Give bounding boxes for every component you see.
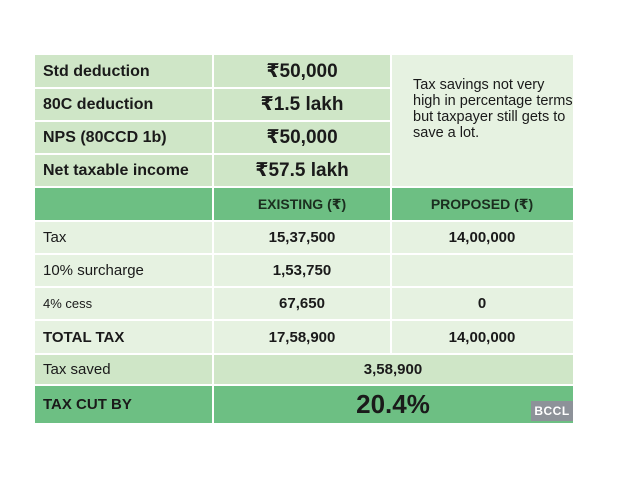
- column-divider-2-top: [390, 55, 392, 354]
- surcharge-proposed-value: [391, 254, 573, 287]
- row-divider-8: [35, 319, 573, 321]
- bccl-credit-badge: BCCL: [531, 401, 573, 421]
- row-divider-10: [35, 384, 573, 386]
- existing-column-header: EXISTING (₹): [213, 187, 391, 221]
- cess-label: 4% cess: [35, 287, 213, 320]
- total-tax-proposed-value: 14,00,000: [391, 320, 573, 354]
- tax-saved-label: Tax saved: [35, 354, 213, 385]
- column-divider-1: [212, 55, 214, 423]
- proposed-column-header: PROPOSED (₹): [391, 187, 573, 221]
- nps-deduction-label: NPS (80CCD 1b): [35, 121, 213, 154]
- row-divider-9: [35, 353, 573, 355]
- row-divider-1: [35, 87, 391, 89]
- header-blank-cell: [35, 187, 213, 221]
- 80c-deduction-label: 80C deduction: [35, 88, 213, 121]
- row-divider-4: [35, 186, 573, 188]
- tax-existing-value: 15,37,500: [213, 221, 391, 254]
- tax-savings-note: Tax savings not very high in percentage …: [391, 55, 573, 187]
- std-deduction-amount: ₹50,000: [213, 55, 391, 88]
- tax-proposed-value: 14,00,000: [391, 221, 573, 254]
- tax-comparison-table: Std deduction ₹50,000 80C deduction ₹1.5…: [35, 55, 573, 423]
- total-tax-existing-value: 17,58,900: [213, 320, 391, 354]
- row-divider-6: [35, 253, 573, 255]
- surcharge-label: 10% surcharge: [35, 254, 213, 287]
- cess-proposed-value: 0: [391, 287, 573, 320]
- cess-existing-value: 67,650: [213, 287, 391, 320]
- row-divider-2: [35, 120, 391, 122]
- row-divider-5: [35, 220, 573, 222]
- row-divider-3: [35, 153, 391, 155]
- nps-deduction-amount: ₹50,000: [213, 121, 391, 154]
- 80c-deduction-amount: ₹1.5 lakh: [213, 88, 391, 121]
- tax-cut-value: 20.4%: [213, 385, 573, 423]
- tax-label: Tax: [35, 221, 213, 254]
- surcharge-existing-value: 1,53,750: [213, 254, 391, 287]
- std-deduction-label: Std deduction: [35, 55, 213, 88]
- net-taxable-income-amount: ₹57.5 lakh: [213, 154, 391, 187]
- row-divider-7: [35, 286, 573, 288]
- tax-cut-label: TAX CUT BY: [35, 385, 213, 423]
- net-taxable-income-label: Net taxable income: [35, 154, 213, 187]
- tax-saved-value: 3,58,900: [213, 354, 573, 385]
- total-tax-label: TOTAL TAX: [35, 320, 213, 354]
